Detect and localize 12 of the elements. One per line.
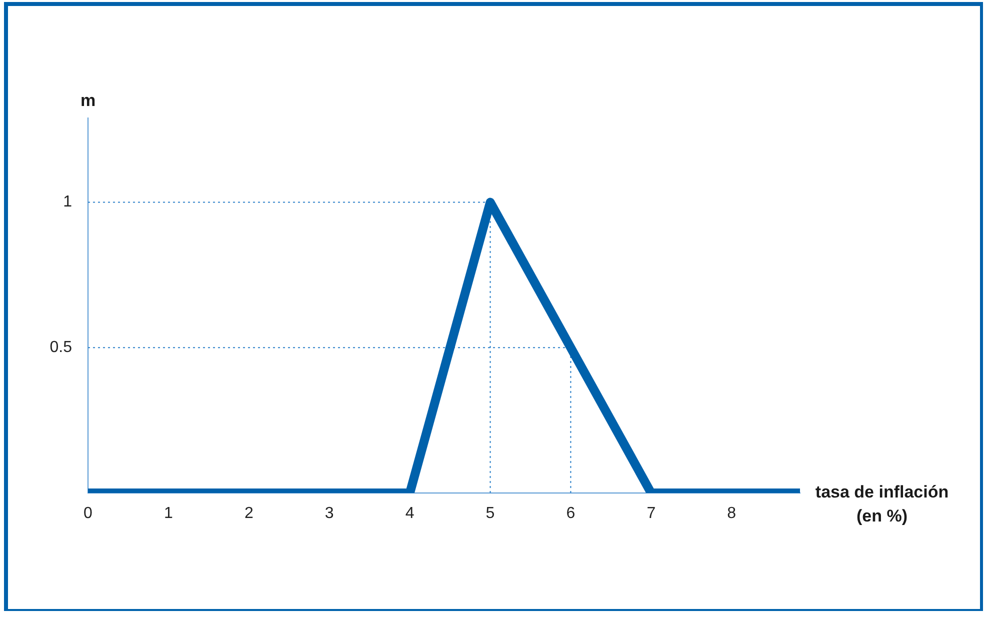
y-tick-label: 0.5 [50,339,72,356]
x-tick-label: 5 [486,505,495,522]
x-tick-label: 4 [405,505,414,522]
x-tick-label: 6 [566,505,576,522]
x-tick-label: 1 [164,505,173,522]
x-tick-label: 3 [324,505,334,522]
x-tick-label: 7 [646,505,656,522]
x-tick-label: 0 [84,505,93,522]
x-tick-label: 8 [727,505,736,522]
x-axis-title: tasa de inflación (en %) [815,482,949,526]
y-axis-title: m [80,91,96,110]
x-tick-label: 2 [244,505,254,522]
